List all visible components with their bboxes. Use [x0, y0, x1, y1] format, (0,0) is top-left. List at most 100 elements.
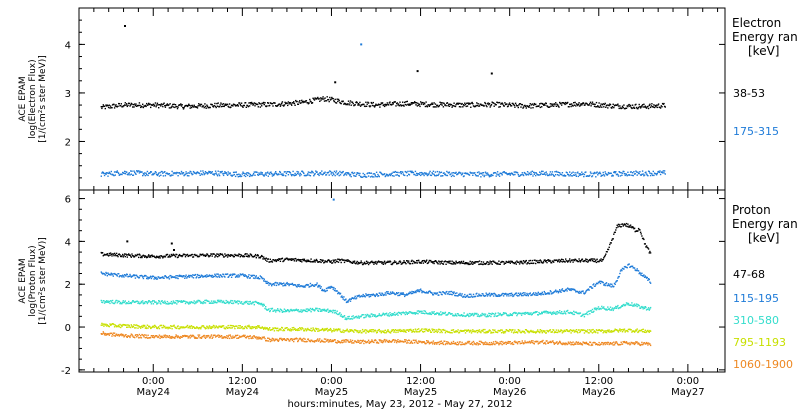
- data-point: [484, 263, 487, 265]
- data-point: [206, 104, 208, 106]
- data-point: [585, 260, 588, 263]
- data-point: [641, 170, 644, 172]
- data-point: [434, 329, 436, 331]
- data-point: [439, 331, 441, 334]
- data-point: [470, 262, 473, 264]
- data-point: [168, 276, 170, 278]
- data-point: [438, 294, 440, 296]
- proton-series-115-195: [100, 198, 652, 304]
- data-point: [574, 101, 576, 104]
- data-point: [418, 103, 421, 105]
- data-point: [643, 306, 645, 308]
- data-point: [375, 263, 378, 265]
- data-point: [122, 256, 124, 258]
- data-point: [286, 310, 288, 312]
- data-point: [309, 98, 311, 101]
- data-point: [532, 330, 534, 332]
- data-point: [422, 101, 424, 104]
- data-point: [158, 276, 160, 278]
- data-point: [125, 275, 127, 277]
- data-point: [447, 171, 449, 174]
- data-point: [317, 96, 319, 99]
- data-point: [307, 309, 310, 312]
- data-point: [194, 273, 197, 276]
- data-point: [190, 275, 193, 277]
- data-point: [103, 172, 105, 175]
- data-point: [311, 102, 314, 104]
- data-point: [416, 328, 419, 331]
- data-point: [377, 175, 380, 177]
- data-point: [373, 329, 376, 332]
- data-point: [246, 302, 249, 305]
- data-point: [595, 261, 598, 264]
- data-point: [204, 302, 207, 304]
- data-point: [164, 106, 167, 108]
- data-point: [121, 173, 123, 176]
- data-point: [125, 324, 127, 326]
- data-point: [277, 259, 280, 262]
- data-point: [337, 328, 340, 330]
- data-point: [166, 253, 169, 256]
- data-point: [143, 325, 145, 328]
- data-point: [265, 259, 267, 261]
- data-point: [468, 293, 471, 295]
- data-point: [342, 100, 344, 102]
- data-point: [448, 312, 451, 314]
- data-point: [311, 171, 314, 173]
- data-point: [124, 104, 126, 106]
- data-point: [190, 254, 192, 257]
- data-point: [124, 170, 126, 173]
- data-point: [140, 300, 143, 303]
- data-point: [299, 172, 302, 175]
- data-point: [623, 303, 625, 306]
- data-point: [369, 316, 372, 318]
- data-point: [542, 103, 544, 105]
- data-point: [522, 294, 524, 297]
- data-point: [103, 323, 106, 325]
- data-point: [545, 174, 547, 176]
- data-point: [518, 329, 521, 332]
- data-point: [171, 105, 173, 107]
- data-point: [553, 105, 555, 107]
- data-point: [496, 173, 498, 175]
- data-point: [248, 303, 251, 305]
- data-point: [226, 174, 229, 176]
- data-point: [363, 173, 366, 176]
- data-point: [207, 327, 209, 330]
- data-point: [238, 173, 240, 175]
- data-point: [528, 312, 530, 314]
- data-point: [383, 173, 386, 175]
- data-point: [429, 290, 431, 292]
- data-point: [212, 302, 214, 304]
- data-point: [329, 311, 331, 313]
- data-point: [167, 277, 169, 279]
- data-point: [218, 276, 221, 278]
- data-point: [456, 102, 459, 104]
- data-point: [333, 259, 336, 261]
- data-point: [357, 103, 360, 105]
- data-point: [452, 263, 454, 265]
- data-point: [246, 277, 249, 279]
- data-point: [348, 315, 350, 318]
- data-point: [423, 102, 425, 104]
- data-point: [641, 306, 644, 309]
- data-point: [177, 301, 179, 303]
- data-point: [222, 301, 224, 303]
- data-point: [184, 173, 187, 175]
- data-point: [573, 310, 575, 313]
- data-point: [331, 96, 333, 99]
- data-point: [339, 328, 341, 330]
- data-point: [259, 278, 261, 280]
- data-point: [210, 327, 213, 330]
- data-point: [179, 275, 181, 277]
- data-point: [444, 260, 447, 262]
- data-point: [128, 172, 130, 174]
- data-point: [198, 103, 200, 105]
- data-point: [549, 293, 551, 295]
- data-point: [555, 105, 558, 107]
- data-point: [531, 294, 533, 296]
- data-point: [116, 275, 118, 277]
- data-point: [260, 303, 262, 306]
- data-point: [348, 299, 350, 301]
- data-point: [551, 105, 554, 107]
